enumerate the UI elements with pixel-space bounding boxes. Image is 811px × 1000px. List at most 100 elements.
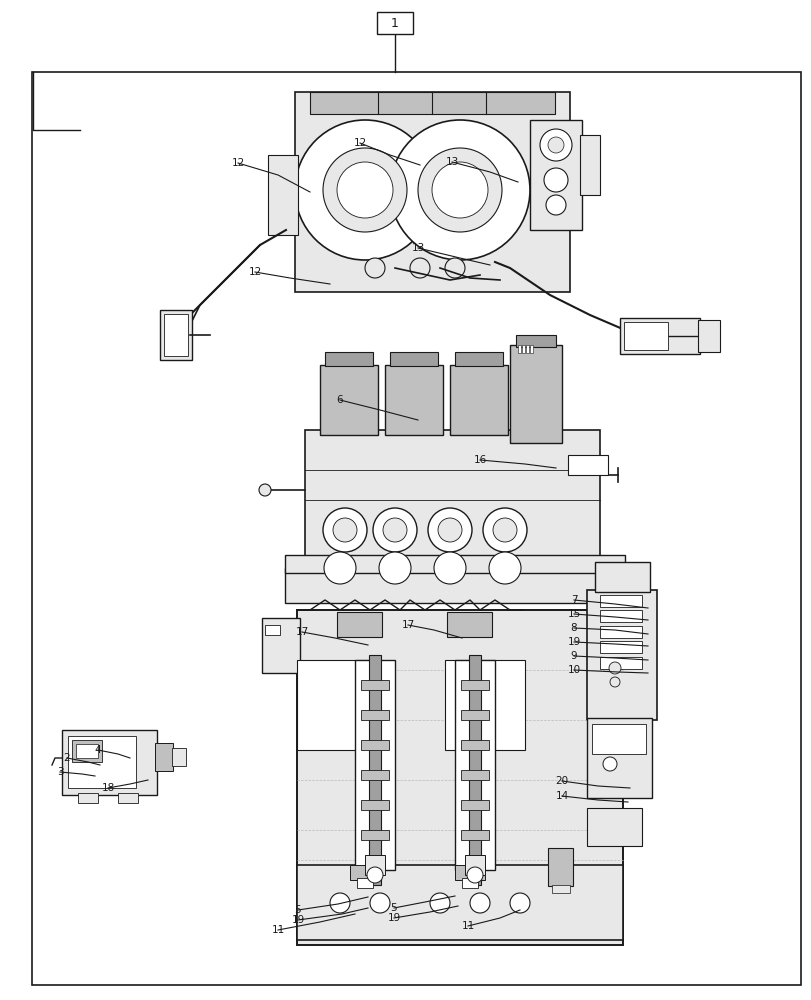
Bar [389, 352, 437, 366]
Text: 12: 12 [231, 158, 244, 168]
Bar [454, 352, 502, 366]
Bar [68, 736, 135, 788]
Bar [78, 793, 98, 803]
Bar [361, 800, 388, 810]
Bar [526, 345, 528, 353]
Bar [376, 12, 413, 34]
Bar [320, 365, 378, 435]
Bar [294, 92, 569, 292]
Bar [354, 660, 394, 870]
Bar [444, 660, 525, 750]
Bar [155, 743, 173, 771]
Bar [591, 724, 646, 754]
Circle shape [294, 120, 435, 260]
Bar [547, 848, 573, 886]
Circle shape [323, 148, 406, 232]
Bar [461, 710, 488, 720]
Text: 13: 13 [411, 243, 424, 253]
Bar [454, 865, 484, 880]
Bar [285, 555, 624, 573]
Circle shape [488, 552, 521, 584]
Bar [599, 626, 642, 638]
Bar [461, 830, 488, 840]
Bar [446, 612, 491, 637]
Text: 12: 12 [353, 138, 367, 148]
Circle shape [329, 893, 350, 913]
Text: 20: 20 [555, 776, 568, 786]
Circle shape [379, 552, 410, 584]
Text: 17: 17 [295, 627, 308, 637]
Bar [297, 610, 622, 945]
Bar [454, 660, 495, 870]
Circle shape [444, 258, 465, 278]
Bar [599, 610, 642, 622]
Bar [72, 740, 102, 762]
Bar [517, 345, 521, 353]
Circle shape [333, 518, 357, 542]
Bar [461, 680, 488, 690]
Circle shape [410, 258, 430, 278]
Bar [530, 120, 581, 230]
Text: 4: 4 [95, 745, 101, 755]
Circle shape [427, 508, 471, 552]
Bar [586, 590, 656, 720]
Circle shape [470, 893, 489, 913]
Bar [297, 660, 376, 750]
Circle shape [547, 137, 564, 153]
Text: 8: 8 [570, 623, 577, 633]
Bar [599, 641, 642, 653]
Text: 17: 17 [401, 620, 414, 630]
Bar [76, 744, 98, 758]
Circle shape [323, 508, 367, 552]
Bar [599, 595, 642, 607]
Circle shape [324, 552, 355, 584]
Bar [357, 878, 372, 888]
Bar [365, 855, 384, 875]
Text: 9: 9 [570, 651, 577, 661]
Bar [324, 352, 372, 366]
Bar [361, 740, 388, 750]
Circle shape [466, 867, 483, 883]
Bar [361, 830, 388, 840]
Circle shape [603, 757, 616, 771]
Bar [586, 808, 642, 846]
Bar [264, 625, 280, 635]
Bar [469, 655, 480, 885]
Bar [449, 365, 508, 435]
Bar [305, 430, 599, 560]
Text: 5: 5 [390, 903, 397, 913]
Text: 19: 19 [387, 913, 400, 923]
Circle shape [430, 893, 449, 913]
Bar [172, 748, 186, 766]
Bar [461, 740, 488, 750]
Bar [465, 855, 484, 875]
Bar [285, 568, 624, 603]
Bar [361, 710, 388, 720]
Circle shape [539, 129, 571, 161]
Bar [515, 335, 556, 347]
Bar [384, 365, 443, 435]
Bar [62, 730, 157, 795]
Bar [350, 865, 380, 880]
Circle shape [492, 518, 517, 542]
Text: 1: 1 [391, 17, 398, 30]
Circle shape [437, 518, 461, 542]
Circle shape [259, 484, 271, 496]
Bar [164, 314, 188, 356]
Bar [521, 345, 525, 353]
Text: 11: 11 [271, 925, 285, 935]
Circle shape [608, 662, 620, 674]
Bar [594, 562, 649, 592]
Bar [568, 455, 607, 475]
Text: 11: 11 [461, 921, 474, 931]
Bar [697, 320, 719, 352]
Bar [551, 885, 569, 893]
Bar [620, 318, 699, 354]
Circle shape [418, 148, 501, 232]
Circle shape [383, 518, 406, 542]
Circle shape [372, 508, 417, 552]
Circle shape [431, 162, 487, 218]
Text: 2: 2 [63, 753, 71, 763]
Circle shape [389, 120, 530, 260]
Text: 7: 7 [570, 595, 577, 605]
